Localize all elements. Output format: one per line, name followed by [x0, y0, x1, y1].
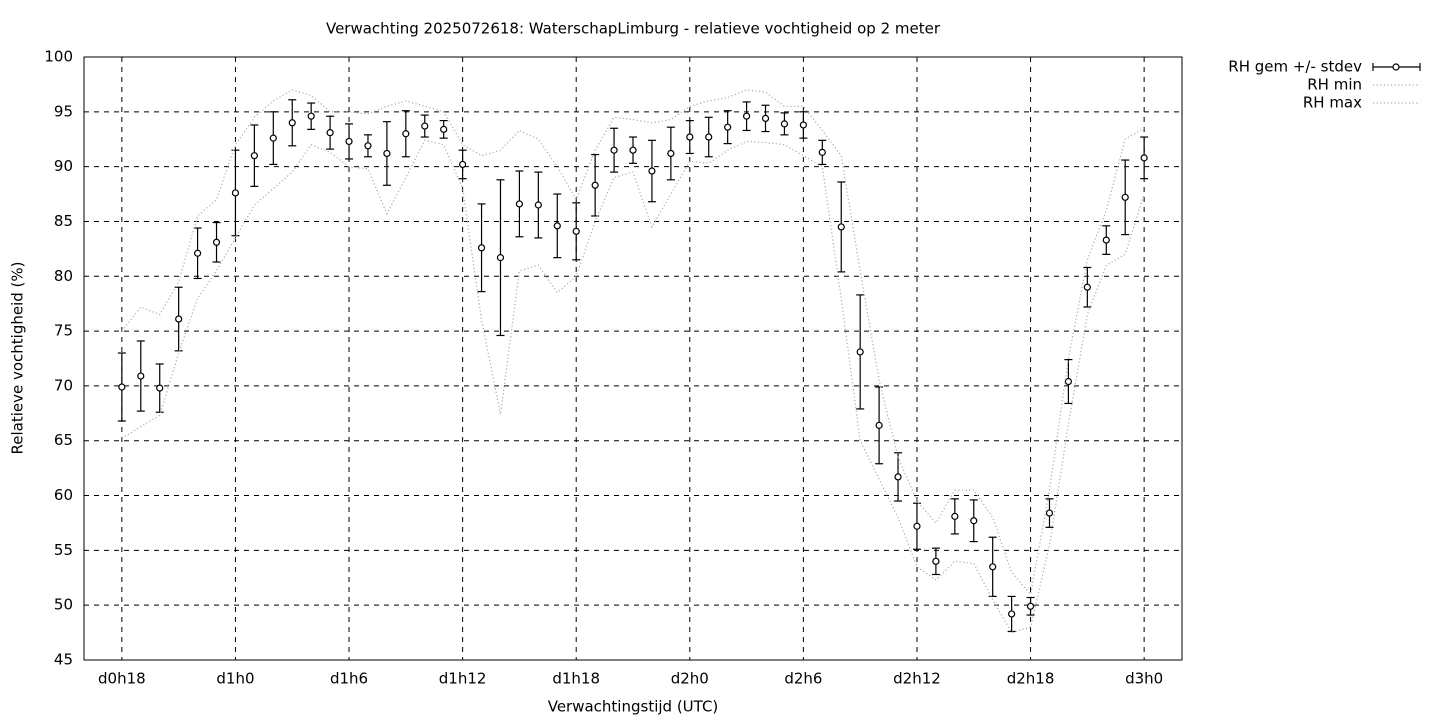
data-point [610, 146, 618, 154]
y-tick-label: 90 [54, 157, 73, 175]
data-point [534, 201, 542, 209]
legend-swatch [1392, 63, 1400, 71]
y-tick-label: 95 [54, 102, 73, 120]
y-tick-label: 50 [54, 596, 73, 614]
data-point [1102, 236, 1110, 244]
x-tick-label: d2h6 [784, 670, 822, 688]
data-point [742, 112, 751, 120]
plot-frame [83, 56, 1183, 661]
y-tick-label: 100 [44, 48, 73, 66]
y-tick-label: 60 [54, 486, 73, 504]
x-tick-label: d1h12 [439, 670, 487, 688]
data-point [761, 114, 770, 122]
x-tick-label: d1h18 [552, 670, 600, 688]
data-point [553, 222, 561, 230]
data-point [1083, 283, 1091, 291]
data-point [1064, 377, 1073, 386]
x-tick-label: d2h18 [1007, 670, 1055, 688]
y-tick-label: 55 [54, 541, 73, 559]
data-point [137, 372, 145, 380]
legend-label: RH gem +/- stdev [1228, 58, 1362, 76]
data-point [118, 383, 126, 391]
y-tick-label: 65 [54, 431, 73, 449]
data-point [175, 315, 183, 323]
data-point [894, 473, 902, 481]
data-point [932, 557, 940, 565]
legend-label: RH min [1307, 76, 1362, 94]
data-point [515, 200, 524, 208]
data-point [970, 517, 978, 525]
data-point [496, 254, 505, 262]
x-tick-label: d1h0 [216, 670, 254, 688]
data-point [231, 189, 240, 197]
data-point [1026, 602, 1035, 610]
data-point [1008, 610, 1016, 618]
data-point [875, 421, 883, 429]
data-point [780, 120, 789, 128]
data-point [1045, 509, 1054, 517]
data-point [193, 249, 202, 257]
legend-label: RH max [1303, 94, 1362, 112]
y-tick-label: 85 [54, 212, 73, 230]
x-axis-label: Verwachtingstijd (UTC) [548, 698, 719, 716]
data-point [724, 123, 732, 131]
data-point [459, 160, 467, 169]
y-tick-label: 70 [54, 376, 73, 394]
data-point [326, 129, 334, 137]
data-point [667, 149, 675, 158]
data-point [572, 227, 580, 235]
data-point [383, 149, 391, 158]
data-point [856, 348, 864, 356]
data-point [477, 244, 486, 252]
data-point [269, 134, 277, 142]
y-tick-label: 45 [54, 651, 73, 669]
y-axis-label: Relatieve vochtigheid (%) [9, 261, 27, 454]
data-point [440, 125, 448, 133]
chart-title: Verwachting 2025072618: WaterschapLimbur… [326, 20, 941, 38]
y-tick-label: 80 [54, 267, 73, 285]
x-tick-label: d3h0 [1125, 670, 1163, 688]
x-tick-label: d2h12 [893, 670, 941, 688]
data-point [1121, 193, 1129, 201]
y-tick-label: 75 [54, 322, 73, 340]
data-point [1140, 154, 1148, 162]
data-point [799, 121, 807, 129]
data-point [364, 142, 372, 150]
data-point [421, 122, 429, 130]
data-point [686, 133, 694, 141]
data-line [121, 139, 1145, 634]
x-tick-label: d1h6 [330, 670, 368, 688]
data-point [989, 563, 997, 571]
x-tick-label: d2h0 [671, 670, 709, 688]
data-point [951, 512, 959, 520]
data-point [913, 522, 921, 530]
data-point [705, 133, 713, 141]
x-tick-label: d0h18 [98, 670, 146, 688]
data-point [629, 146, 637, 154]
data-point [307, 112, 315, 120]
data-point [648, 167, 656, 175]
data-point [250, 152, 258, 160]
data-point [402, 130, 410, 138]
data-point [591, 181, 599, 189]
data-point [156, 384, 164, 392]
data-point [212, 238, 221, 246]
data-point [818, 148, 826, 156]
data-line [121, 89, 1145, 596]
data-point [837, 223, 845, 231]
data-point [288, 119, 296, 127]
data-point [345, 137, 353, 146]
